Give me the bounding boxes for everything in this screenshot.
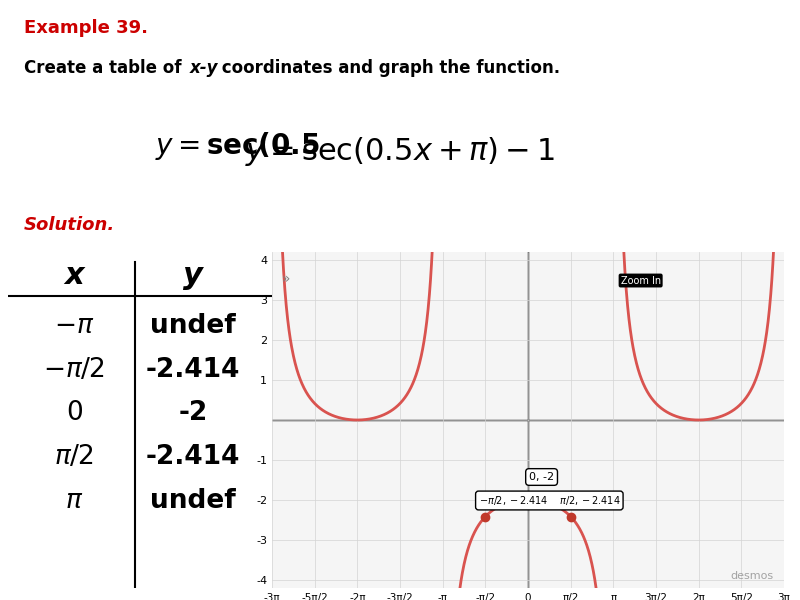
Text: x: x (64, 261, 84, 290)
Text: Example 39.: Example 39. (24, 19, 148, 37)
Text: desmos: desmos (730, 571, 774, 581)
Text: 0, -2: 0, -2 (529, 472, 554, 482)
Text: undef: undef (150, 313, 236, 339)
Text: $-\pi$: $-\pi$ (54, 313, 94, 339)
Text: -2.414: -2.414 (146, 444, 240, 470)
Text: $-\pi/2, -2.414$    $\pi/2, -2.414$: $-\pi/2, -2.414$ $\pi/2, -2.414$ (478, 494, 620, 507)
Text: x-y: x-y (190, 59, 218, 77)
Text: $\pi/2$: $\pi/2$ (54, 444, 94, 470)
Text: $0$: $0$ (66, 400, 82, 426)
Text: $-\pi/2$: $-\pi/2$ (43, 356, 105, 383)
Text: $y = \mathbf{sec(0.5}$: $y = \mathbf{sec(0.5}$ (155, 130, 320, 161)
Text: Create a table of: Create a table of (24, 59, 187, 77)
Text: y: y (183, 261, 202, 290)
Text: -2.414: -2.414 (146, 356, 240, 383)
Text: Solution.: Solution. (24, 216, 115, 234)
Text: »: » (282, 272, 290, 286)
Text: Zoom In: Zoom In (621, 275, 661, 286)
Text: -2: -2 (178, 400, 207, 426)
Text: coordinates and graph the function.: coordinates and graph the function. (216, 59, 560, 77)
Text: undef: undef (150, 488, 236, 514)
Text: $y = \mathrm{sec}(0.5x + \pi) - 1$: $y = \mathrm{sec}(0.5x + \pi) - 1$ (245, 135, 555, 168)
Text: $\pi$: $\pi$ (65, 488, 83, 514)
